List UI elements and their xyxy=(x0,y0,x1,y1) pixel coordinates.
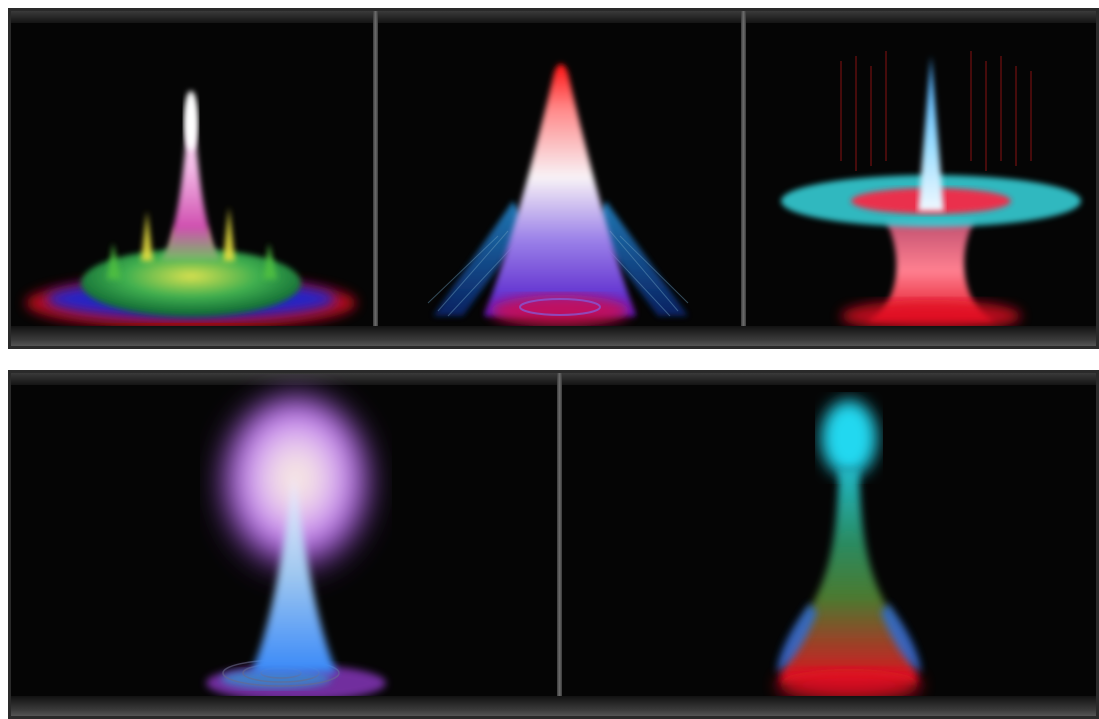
spire-highlight xyxy=(184,91,198,151)
panel-1 xyxy=(11,11,373,346)
panel-4 xyxy=(11,373,557,716)
panel-1-render xyxy=(26,91,356,329)
green-mound xyxy=(81,249,301,317)
figure-row-bottom xyxy=(8,370,1099,719)
panel-3 xyxy=(746,11,1096,346)
green-red-body xyxy=(780,468,918,683)
blue-wings xyxy=(433,201,688,316)
red-veil xyxy=(840,51,1032,171)
red-base xyxy=(777,669,921,701)
panel-4-render xyxy=(206,393,386,701)
panel-divider xyxy=(741,11,746,346)
frame-bottom-edge xyxy=(11,696,1096,716)
frame-top-edge xyxy=(11,373,1096,385)
side-lobes xyxy=(777,603,921,673)
panel-5 xyxy=(562,373,1096,716)
pink-spire xyxy=(161,91,221,261)
base-ripple xyxy=(519,298,601,316)
panel-2-render xyxy=(427,64,689,327)
frame-top-edge xyxy=(11,11,1096,23)
frame-bottom-edge xyxy=(11,326,1096,346)
panel-5-render xyxy=(777,400,921,701)
blue-spike xyxy=(918,56,944,211)
panel-2 xyxy=(378,11,741,346)
red-stem xyxy=(866,221,996,321)
panel-divider xyxy=(557,373,562,716)
panel-divider xyxy=(373,11,378,346)
red-white-cone xyxy=(484,64,636,316)
figure-row-top xyxy=(8,8,1099,349)
stem-base xyxy=(841,300,1021,332)
panel-3-render xyxy=(781,51,1081,332)
blue-cone xyxy=(251,473,337,673)
cyan-head xyxy=(821,400,877,476)
